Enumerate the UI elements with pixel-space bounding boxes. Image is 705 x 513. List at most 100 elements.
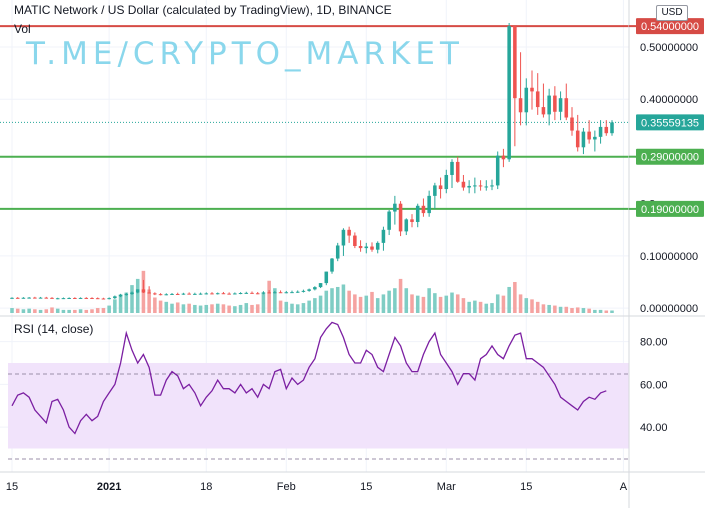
volume-bar bbox=[495, 294, 500, 313]
candle-body bbox=[581, 131, 586, 148]
volume-bar bbox=[558, 306, 563, 313]
volume-bar bbox=[461, 298, 466, 313]
candle-body bbox=[473, 185, 477, 187]
volume-bar bbox=[67, 309, 71, 313]
candle-body bbox=[518, 98, 523, 113]
volume-bar bbox=[78, 309, 83, 313]
candle-body bbox=[233, 293, 237, 295]
level-tag bbox=[636, 148, 704, 165]
candle-body bbox=[284, 292, 289, 294]
candle-body bbox=[438, 185, 443, 190]
candle-body bbox=[267, 292, 271, 294]
volume-bar bbox=[50, 307, 54, 313]
volume-bar bbox=[393, 288, 397, 313]
candle-body bbox=[250, 292, 254, 294]
volume-bar bbox=[404, 288, 409, 313]
volume-bar bbox=[118, 294, 123, 313]
volume-bar bbox=[38, 309, 43, 313]
candle-body bbox=[450, 161, 454, 175]
level-tag-label: 0.29000000 bbox=[641, 152, 699, 164]
candle-body bbox=[50, 297, 54, 299]
level-tag bbox=[636, 200, 704, 217]
candle-body bbox=[335, 245, 340, 259]
volume-bar bbox=[318, 295, 323, 313]
volume-bar bbox=[518, 294, 523, 313]
candle-body bbox=[198, 293, 203, 295]
candle-body bbox=[187, 293, 191, 295]
price-tick-label: 0.40000000 bbox=[640, 94, 698, 106]
candle-body bbox=[330, 258, 334, 272]
volume-bar bbox=[553, 305, 557, 313]
rsi-tick-label: 80.00 bbox=[640, 337, 668, 349]
volume-bar bbox=[221, 304, 226, 313]
candle-body bbox=[490, 185, 494, 187]
currency-button[interactable]: USD bbox=[656, 5, 688, 21]
candle-body bbox=[55, 298, 60, 300]
volume-bar bbox=[330, 288, 334, 313]
candle-body bbox=[261, 292, 266, 294]
volume-bar bbox=[444, 295, 449, 313]
volume-label: Vol bbox=[14, 22, 31, 36]
volume-bar bbox=[513, 282, 517, 313]
volume-bar bbox=[547, 304, 551, 313]
volume-bar bbox=[238, 304, 243, 313]
candlesticks bbox=[10, 22, 614, 300]
candle-body bbox=[44, 297, 49, 299]
time-tick-label: 18 bbox=[200, 481, 212, 493]
volume-bar bbox=[261, 293, 266, 313]
price-tick-label-partial: 0.6 bbox=[640, 0, 655, 2]
volume-bar bbox=[467, 301, 471, 313]
candle-body bbox=[570, 117, 574, 131]
volume-bar bbox=[27, 308, 31, 313]
candle-body bbox=[164, 294, 169, 296]
volume-bar bbox=[130, 285, 134, 313]
volume-bar bbox=[90, 309, 94, 313]
horizontal-levels bbox=[0, 25, 629, 210]
volume-bar bbox=[10, 308, 14, 313]
volume-bar bbox=[124, 292, 129, 313]
volume-bar bbox=[604, 310, 609, 313]
volume-bar bbox=[415, 295, 420, 313]
candle-body bbox=[444, 174, 449, 190]
time-axis[interactable]: 15 2021 18 Feb 15 Mar 15 A bbox=[6, 481, 628, 493]
candle-body bbox=[238, 293, 243, 295]
candle-body bbox=[535, 91, 540, 108]
candle-body bbox=[90, 297, 94, 299]
volume-bar bbox=[575, 307, 580, 313]
candle-body bbox=[210, 293, 214, 295]
volume-bar bbox=[255, 304, 260, 313]
price-tick-label: 0.00000000 bbox=[640, 303, 698, 315]
candle-body bbox=[181, 293, 186, 295]
volume-bars bbox=[10, 270, 614, 313]
volume-bar bbox=[181, 304, 186, 313]
volume-bar bbox=[187, 303, 191, 313]
volume-bar bbox=[364, 295, 369, 313]
time-tick-label: Feb bbox=[277, 481, 296, 493]
candle-body bbox=[204, 293, 209, 295]
volume-bar bbox=[541, 304, 546, 313]
candle-body bbox=[530, 87, 534, 92]
candle-body bbox=[387, 211, 391, 230]
rsi-label: RSI (14, close) bbox=[14, 322, 94, 336]
volume-bar bbox=[438, 296, 443, 313]
candle-body bbox=[575, 130, 580, 148]
candle-body bbox=[278, 292, 283, 294]
candle-body bbox=[73, 297, 77, 299]
volume-bar bbox=[301, 303, 306, 313]
candle-body bbox=[10, 297, 14, 299]
candle-body bbox=[84, 297, 89, 299]
volume-bar bbox=[175, 302, 180, 313]
candle-body bbox=[553, 95, 557, 112]
candle-body bbox=[433, 185, 437, 196]
rsi-band bbox=[8, 363, 629, 449]
volume-bar bbox=[524, 298, 529, 313]
rsi-axis[interactable]: 80.00 60.00 40.00 bbox=[640, 337, 668, 434]
candle-body bbox=[193, 293, 197, 295]
time-tick-label: 15 bbox=[520, 481, 532, 493]
volume-bar bbox=[421, 296, 426, 313]
volume-bar bbox=[455, 294, 460, 313]
candle-body bbox=[255, 293, 260, 295]
volume-bar bbox=[73, 309, 77, 313]
volume-bar bbox=[44, 309, 49, 313]
level-tag-label: 0.54000000 bbox=[641, 21, 699, 33]
